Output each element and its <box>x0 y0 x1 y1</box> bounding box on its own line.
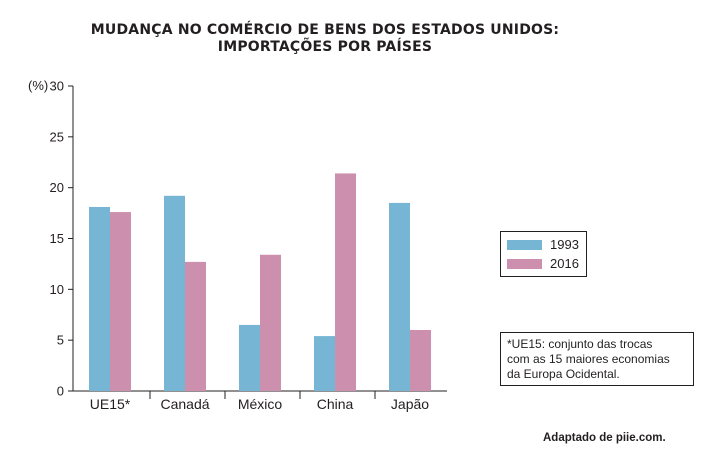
bar-2016-0 <box>110 212 131 391</box>
chart-title: MUDANÇA NO COMÉRCIO DE BENS DOS ESTADOS … <box>60 22 590 56</box>
bar-1993-2 <box>239 324 260 391</box>
bar-2016-1 <box>185 261 206 391</box>
bar-1993-3 <box>314 336 335 391</box>
y-tick-label: 30 <box>50 79 64 94</box>
chart-title-line2: IMPORTAÇÕES POR PAÍSES <box>217 39 433 55</box>
footnote-line-1: *UE15: conjunto das trocas <box>507 337 653 351</box>
bars <box>89 173 431 391</box>
legend-label-2016: 2016 <box>550 256 579 271</box>
y-tick-label: 15 <box>50 231 64 246</box>
y-tick-label: 25 <box>50 129 64 144</box>
y-tick-label: 5 <box>57 333 64 348</box>
y-tick-label: 20 <box>50 180 64 195</box>
bar-2016-4 <box>410 330 431 391</box>
source-credit: Adaptado de piie.com. <box>543 432 666 444</box>
x-tick-label: México <box>238 396 283 412</box>
footnote-box: *UE15: conjunto das trocas com as 15 mai… <box>500 332 694 386</box>
legend-label-1993: 1993 <box>550 237 579 252</box>
footnote-line-2: com as 15 maiores economias <box>507 352 670 366</box>
y-tick-label: 10 <box>50 282 64 297</box>
x-tick-label: Canadá <box>160 396 209 412</box>
y-axis-label: (%) <box>28 78 48 93</box>
x-tick-label: Japão <box>391 396 429 412</box>
bar-1993-0 <box>89 206 110 391</box>
bar-2016-3 <box>335 173 356 391</box>
x-tick-label: UE15* <box>90 396 131 412</box>
legend-item-1993: 1993 <box>507 235 580 254</box>
footnote-line-3: da Europa Ocidental. <box>507 367 620 381</box>
bar-1993-1 <box>164 195 185 391</box>
bar-2016-2 <box>260 254 281 391</box>
legend-swatch-1993 <box>507 239 542 250</box>
axis-labels: 0 5 10 15 20 25 30(%) UE15* Canadá México China Jap… <box>28 78 429 412</box>
bar-1993-4 <box>389 202 410 391</box>
chart-title-line1: MUDANÇA NO COMÉRCIO DE BENS DOS ESTADOS … <box>90 22 560 38</box>
x-tick-label: China <box>317 396 354 412</box>
legend: 1993 2016 <box>500 231 587 277</box>
legend-swatch-2016 <box>507 258 542 269</box>
y-tick-label: 0 <box>57 384 64 399</box>
legend-item-2016: 2016 <box>507 254 580 273</box>
